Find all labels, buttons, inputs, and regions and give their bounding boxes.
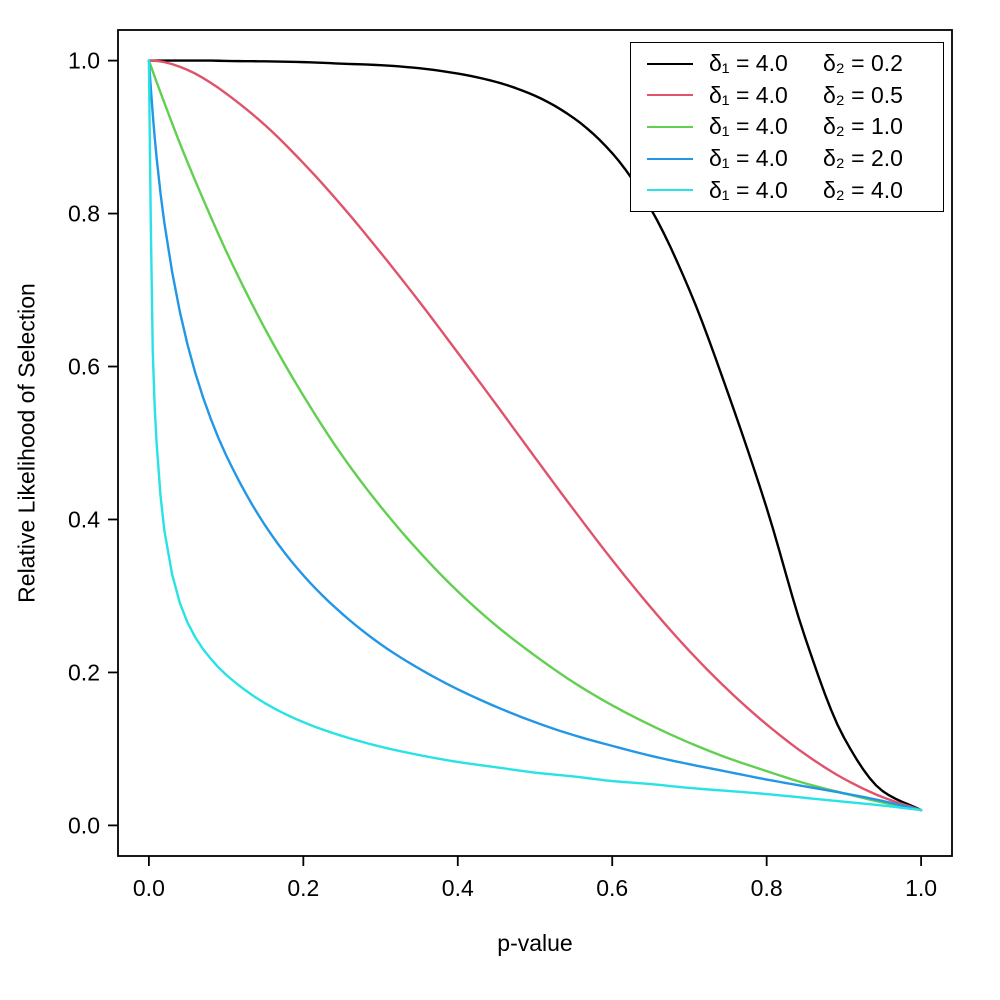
series-curve-1 <box>147 59 923 812</box>
x-tick-label: 0.2 <box>287 875 319 901</box>
legend-label-delta2: δ₂ = 0.2 <box>823 50 903 77</box>
y-axis-title: Relative Likelihood of Selection <box>13 283 40 603</box>
series-curve-3 <box>147 59 923 812</box>
x-axis-title: p-value <box>497 930 573 956</box>
legend-label-delta1: δ₁ = 4.0 <box>709 176 788 203</box>
y-tick-label: 0.6 <box>68 354 100 380</box>
x-tick-label: 0.4 <box>442 875 474 901</box>
legend-line-sample <box>647 125 693 128</box>
legend-label-delta2: δ₂ = 0.5 <box>823 81 903 108</box>
y-tick-label: 0.8 <box>68 201 100 227</box>
legend-line-sample <box>647 94 693 97</box>
x-tick-label: 0.0 <box>133 875 165 901</box>
y-tick-label: 1.0 <box>68 48 100 74</box>
y-tick-label: 0.4 <box>68 506 100 532</box>
series-curve-2 <box>147 59 923 812</box>
legend-item: δ₁ = 4.0 δ₂ = 0.2 <box>631 49 943 79</box>
legend-item: δ₁ = 4.0 δ₂ = 0.5 <box>631 80 943 110</box>
legend-label-delta1: δ₁ = 4.0 <box>709 50 788 77</box>
plot-border <box>117 29 953 857</box>
legend-label-delta1: δ₁ = 4.0 <box>709 81 788 108</box>
x-tick-label: 0.8 <box>751 875 783 901</box>
legend: δ₁ = 4.0 δ₂ = 0.2 δ₁ = 4.0 δ₂ = 0.5 δ₁ = 4.0… <box>630 42 944 212</box>
series-curve-0 <box>147 59 923 812</box>
legend-item: δ₁ = 4.0 δ₂ = 1.0 <box>631 112 943 142</box>
x-tick-label: 1.0 <box>905 875 937 901</box>
series-curve-4 <box>147 59 923 812</box>
legend-label-delta2: δ₂ = 1.0 <box>823 113 903 140</box>
legend-label-delta1: δ₁ = 4.0 <box>709 145 788 172</box>
y-tick-label: 0.2 <box>68 659 100 685</box>
legend-item: δ₁ = 4.0 δ₂ = 2.0 <box>631 144 943 174</box>
legend-label-delta2: δ₂ = 4.0 <box>823 176 903 203</box>
legend-label-delta2: δ₂ = 2.0 <box>823 145 903 172</box>
y-tick-label: 0.0 <box>68 812 100 838</box>
legend-line-sample <box>647 157 693 160</box>
x-tick-label: 0.6 <box>596 875 628 901</box>
legend-label-delta1: δ₁ = 4.0 <box>709 113 788 140</box>
legend-item: δ₁ = 4.0 δ₂ = 4.0 <box>631 175 943 205</box>
legend-line-sample <box>647 189 693 192</box>
legend-line-sample <box>647 62 693 65</box>
